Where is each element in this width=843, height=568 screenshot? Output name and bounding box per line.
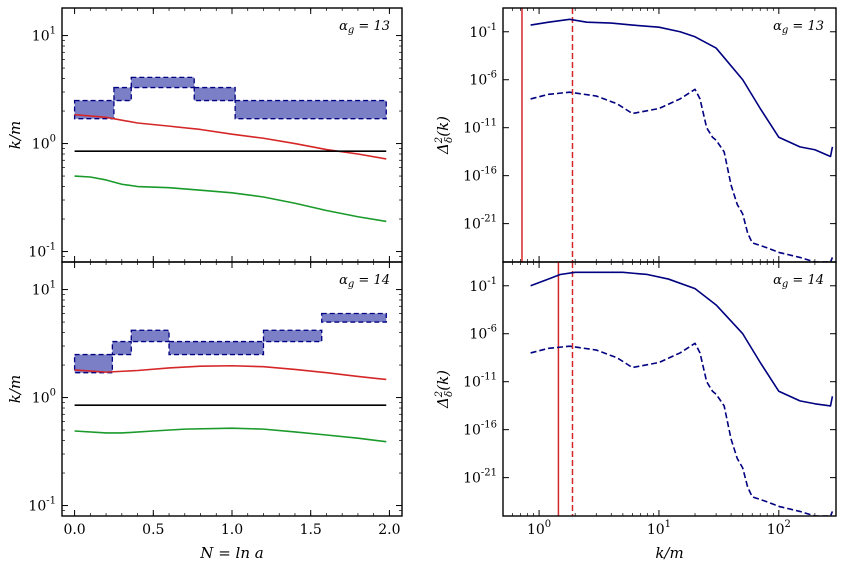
shaded-band-0: [73, 353, 114, 374]
y-tick-label: 101: [32, 280, 56, 299]
y-tick-label: 10-6: [469, 70, 497, 89]
alpha-annotation: αg = 14: [773, 273, 824, 290]
y-tick-label: 10-1: [28, 496, 56, 515]
axes-frame: [502, 261, 837, 517]
y-tick-label: 10-11: [463, 118, 497, 137]
series-line-red: [74, 364, 387, 381]
plot-area: [73, 312, 387, 443]
panel-bottom-left: 0.0 0.5 1.0 1.5 2.0 10-1 100 101 αg = 14 k/m N = l…: [6, 261, 403, 562]
shaded-band-1: [113, 86, 132, 102]
series-line-green: [74, 427, 387, 443]
shaded-band-4: [234, 99, 387, 120]
panel-top-right: 10-21 10-16 10-11 10-6 10-1 αg = 13 Δ2δ(k): [434, 7, 837, 263]
shaded-band-2: [130, 329, 170, 343]
y-tick-label: 10-6: [469, 324, 497, 343]
shaded-band-5: [321, 312, 387, 323]
x-axis-label: N = ln a: [199, 544, 263, 562]
y-axis-label: Δ2δ(k): [434, 116, 455, 155]
plot-area: [530, 262, 834, 516]
shaded-band-2: [130, 76, 195, 89]
y-tick-label: 10-16: [463, 420, 497, 439]
alpha-annotation: αg = 13: [773, 19, 824, 36]
y-tick-label: 100: [32, 134, 56, 153]
shaded-band-3: [168, 340, 265, 356]
series-line-dashed: [530, 88, 834, 262]
alpha-annotation: αg = 14: [339, 273, 390, 290]
alpha-annotation: αg = 13: [339, 19, 390, 36]
plot-area: [521, 8, 834, 262]
y-axis-label: k/m: [6, 121, 24, 149]
y-tick-label: 10-11: [463, 372, 497, 391]
y-tick-label: 10-1: [469, 276, 497, 295]
x-tick-label: 1.0: [221, 522, 243, 538]
shaded-band-1: [111, 340, 132, 356]
y-axis-label: Δ2δ(k): [434, 370, 455, 409]
y-tick-label: 10-21: [463, 468, 497, 487]
shaded-band-3: [193, 86, 236, 102]
y-tick-label: 10-1: [469, 22, 497, 41]
x-tick-label: 101: [647, 519, 671, 538]
y-tick-label: 10-16: [463, 166, 497, 185]
axes-frame: [61, 261, 403, 517]
series-line-red: [74, 113, 387, 160]
x-tick-label: 2.0: [378, 522, 400, 538]
panel-bottom-right: 100 101 102 10-21 10-16 10-11 10-6 10-1 αg = 14 Δ…: [434, 261, 837, 562]
axes-frame: [502, 7, 837, 263]
shaded-band-0: [73, 99, 115, 120]
y-tick-label: 101: [32, 26, 56, 45]
y-tick-label: 100: [32, 388, 56, 407]
series-line-solid: [530, 271, 834, 407]
y-tick-label: 10-21: [463, 214, 497, 233]
y-axis-label: k/m: [6, 375, 24, 403]
x-tick-label: 102: [767, 519, 791, 538]
series-line-dashed: [530, 342, 834, 516]
x-tick-label: 0.5: [142, 522, 164, 538]
plot-area: [73, 76, 387, 223]
x-tick-label: 0.0: [63, 522, 85, 538]
x-axis-label: k/m: [655, 544, 683, 562]
series-line-green: [74, 175, 387, 223]
panel-top-left: 10-1 100 101 αg = 13 k/m: [6, 7, 403, 263]
series-line-solid: [530, 18, 834, 158]
x-tick-label: 100: [527, 519, 551, 538]
x-tick-label: 1.5: [300, 522, 322, 538]
y-tick-label: 10-1: [28, 242, 56, 261]
shaded-band-4: [262, 329, 323, 343]
